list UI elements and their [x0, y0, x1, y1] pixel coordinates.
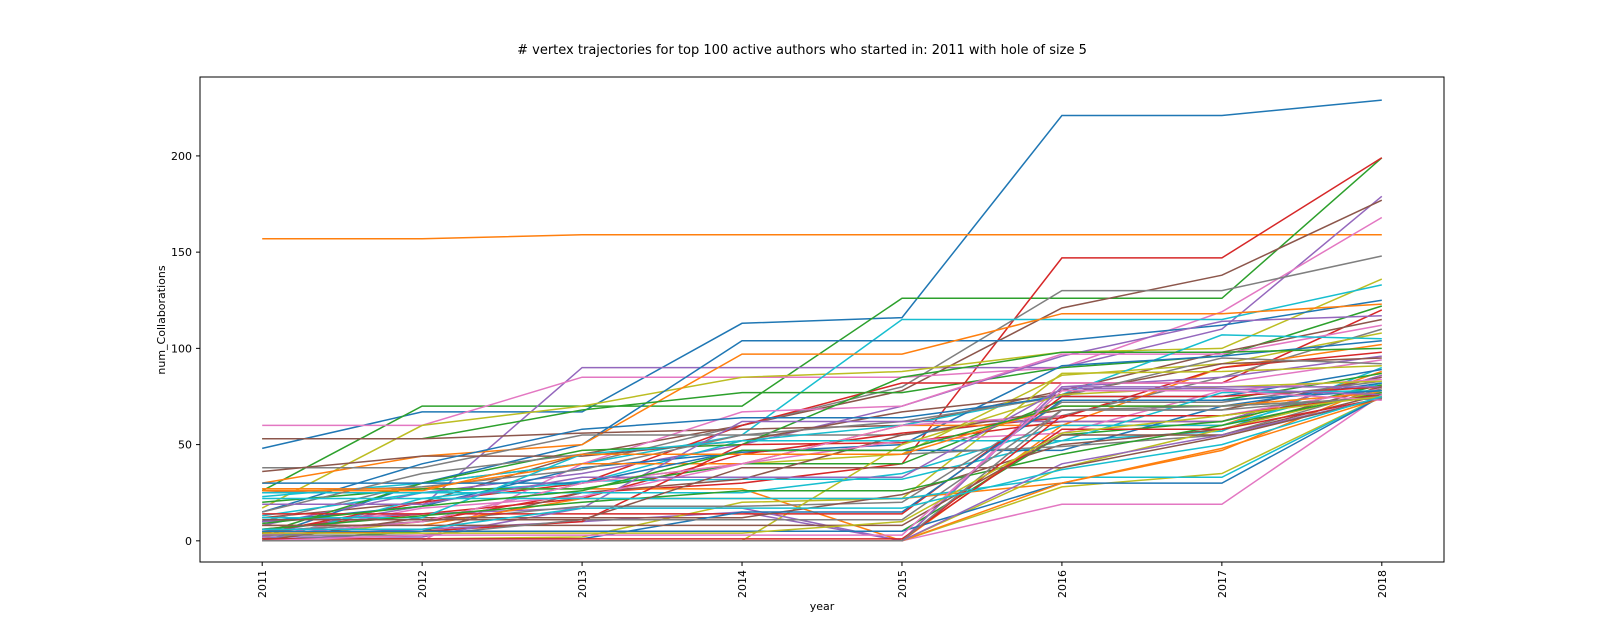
series-line: [261, 278, 1383, 509]
chart-title: # vertex trajectories for top 100 active…: [517, 43, 1087, 58]
x-tick-label: 2011: [256, 570, 269, 598]
y-tick-label: 0: [185, 535, 192, 548]
series-line: [262, 234, 1382, 240]
y-tick-label: 150: [171, 246, 192, 259]
x-tick-label: 2016: [1056, 570, 1069, 598]
series-layer: [261, 99, 1383, 542]
series-line: [262, 157, 1383, 532]
x-tick-label: 2014: [736, 570, 749, 598]
x-tick-label: 2017: [1216, 570, 1229, 598]
series-line: [262, 378, 1382, 538]
series-line: [262, 386, 1382, 542]
y-tick-label: 200: [171, 150, 192, 163]
y-axis-label: num_Collaborations: [155, 265, 168, 374]
series-line: [262, 382, 1382, 494]
series-line: [262, 389, 1382, 542]
series-line: [262, 99, 1382, 450]
y-tick-label: 50: [178, 439, 192, 452]
series-line: [262, 397, 1382, 542]
x-axis-label: year: [810, 600, 835, 613]
series-line: [262, 355, 1382, 542]
plot-area-frame: [199, 76, 1445, 563]
series-line: [262, 397, 1382, 521]
series-line: [261, 157, 1383, 492]
x-tick-label: 2012: [416, 570, 429, 598]
series-line: [262, 395, 1383, 531]
series-line: [262, 388, 1382, 506]
y-axis: 0 50 100 150 200: [171, 150, 200, 548]
series-line: [262, 334, 1382, 517]
x-tick-label: 2015: [896, 570, 909, 598]
series-line: [261, 347, 1382, 534]
series-line: [262, 303, 1382, 484]
series-line: [262, 318, 1382, 440]
series-line: [262, 366, 1383, 542]
series-line: [262, 391, 1382, 531]
series-line: [262, 357, 1382, 473]
series-line: [262, 397, 1382, 540]
series-line: [262, 199, 1383, 519]
series-line: [262, 395, 1383, 532]
y-tick-label: 100: [171, 342, 192, 355]
series-line: [262, 395, 1383, 500]
series-line: [262, 284, 1382, 498]
x-axis: 2011 2012 2013 2014 2015 2016 2017 2018: [256, 562, 1389, 598]
x-tick-label: 2013: [576, 570, 589, 598]
x-tick-label: 2018: [1376, 570, 1389, 598]
series-line: [262, 395, 1382, 534]
